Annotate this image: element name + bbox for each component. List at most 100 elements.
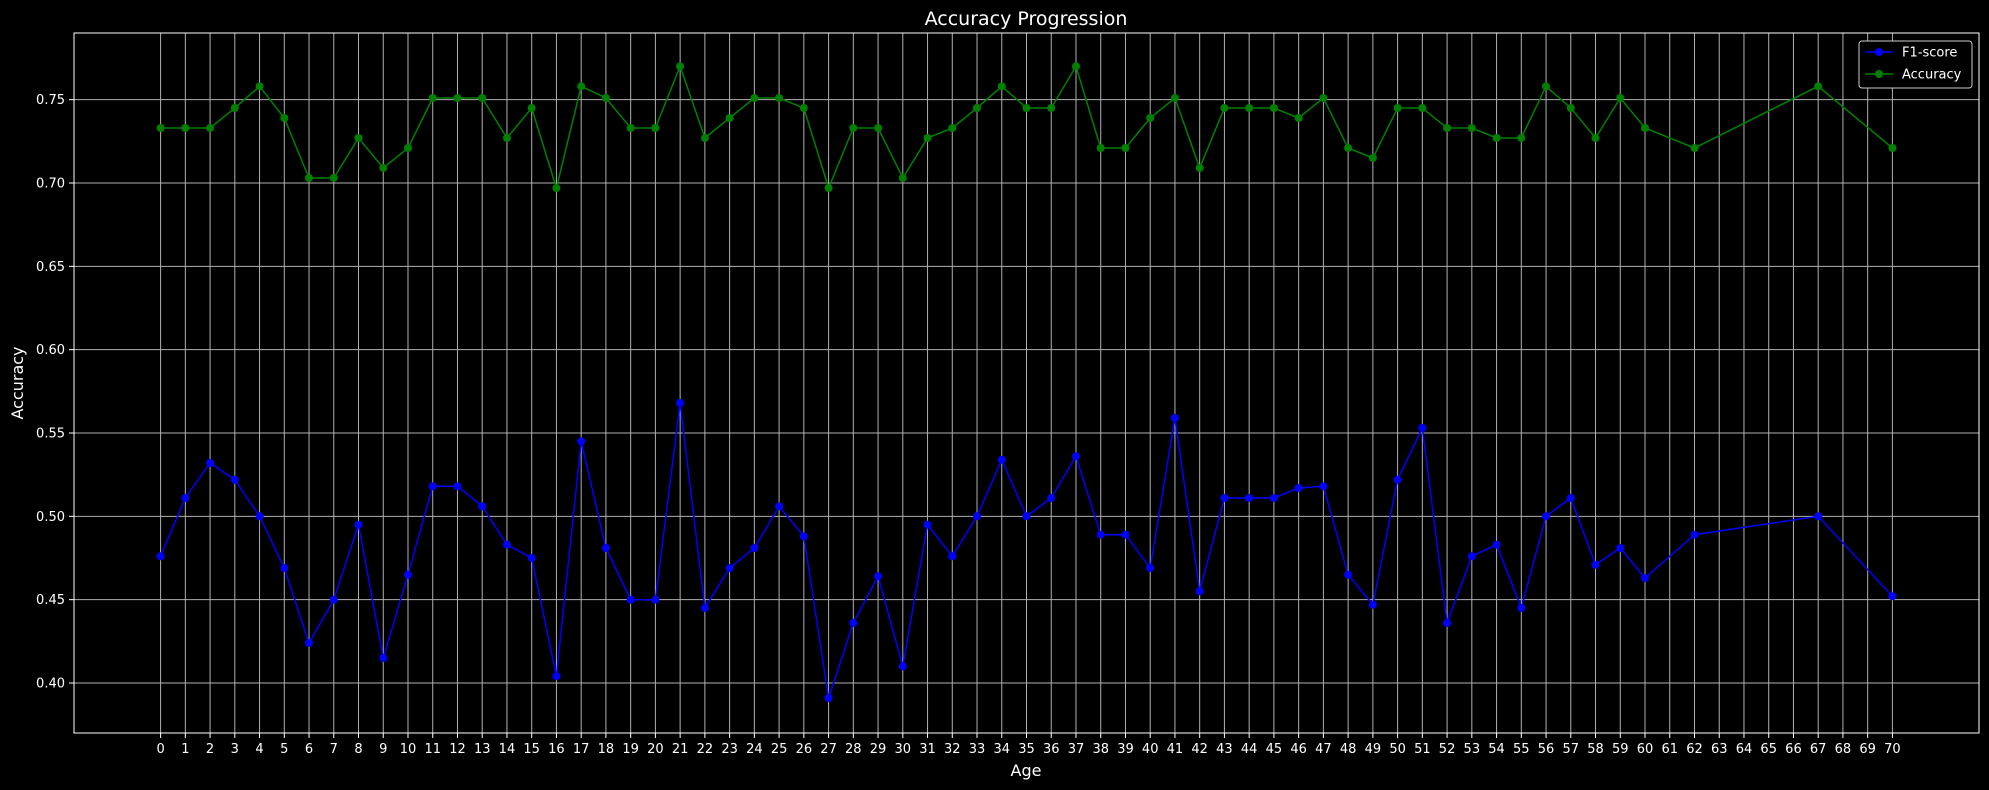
y-tick-label: 0.75 bbox=[36, 93, 65, 108]
data-point-f1-score bbox=[997, 455, 1006, 464]
data-point-f1-score bbox=[973, 512, 981, 521]
data-point-accuracy bbox=[700, 134, 709, 142]
y-tick-label: 0.65 bbox=[36, 260, 65, 275]
data-point-accuracy bbox=[799, 104, 808, 112]
x-tick-label: 62 bbox=[1686, 742, 1703, 757]
x-tick-label: 31 bbox=[919, 742, 936, 757]
data-point-f1-score bbox=[428, 482, 437, 491]
x-tick-label: 42 bbox=[1191, 742, 1208, 757]
x-tick-label: 39 bbox=[1117, 742, 1134, 757]
x-tick-label: 18 bbox=[598, 742, 615, 757]
data-point-f1-score bbox=[948, 552, 957, 561]
legend-label-accuracy: Accuracy bbox=[1902, 68, 1962, 83]
data-point-f1-score bbox=[750, 544, 759, 552]
data-point-accuracy bbox=[1492, 134, 1501, 142]
data-point-accuracy bbox=[527, 104, 536, 112]
x-tick-label: 59 bbox=[1612, 742, 1629, 757]
x-tick-label: 67 bbox=[1810, 742, 1827, 757]
data-point-f1-score bbox=[404, 570, 412, 579]
data-point-f1-score bbox=[1690, 530, 1699, 539]
data-point-f1-score bbox=[552, 672, 561, 681]
data-point-f1-score bbox=[379, 654, 388, 662]
data-point-accuracy bbox=[280, 114, 289, 122]
data-point-accuracy bbox=[1814, 82, 1823, 91]
data-point-accuracy bbox=[305, 174, 313, 182]
data-point-f1-score bbox=[1245, 494, 1254, 502]
x-tick-label: 2 bbox=[206, 742, 214, 757]
data-point-accuracy bbox=[898, 174, 907, 182]
data-point-accuracy bbox=[1467, 124, 1476, 132]
data-point-accuracy bbox=[255, 82, 264, 91]
x-tick-label: 32 bbox=[944, 742, 961, 757]
x-tick-label: 54 bbox=[1488, 742, 1505, 757]
x-tick-label: 23 bbox=[721, 742, 738, 757]
x-tick-label: 45 bbox=[1266, 742, 1283, 757]
legend-label-f1-score: F1-score bbox=[1902, 46, 1957, 61]
x-tick-label: 21 bbox=[672, 742, 689, 757]
x-tick-label: 44 bbox=[1241, 742, 1258, 757]
data-point-accuracy bbox=[601, 94, 610, 102]
data-point-f1-score bbox=[1443, 619, 1452, 627]
data-point-accuracy bbox=[1393, 104, 1402, 112]
data-point-f1-score bbox=[799, 532, 808, 541]
data-point-f1-score bbox=[1368, 600, 1377, 609]
data-point-f1-score bbox=[1393, 475, 1402, 484]
data-point-accuracy bbox=[775, 94, 784, 102]
data-point-f1-score bbox=[453, 482, 462, 491]
data-point-f1-score bbox=[1517, 604, 1526, 612]
data-point-accuracy bbox=[1022, 104, 1031, 112]
data-point-accuracy bbox=[354, 134, 363, 142]
data-point-f1-score bbox=[1467, 552, 1476, 561]
x-tick-label: 29 bbox=[870, 742, 887, 757]
data-point-accuracy bbox=[1072, 62, 1080, 71]
x-tick-label: 48 bbox=[1340, 742, 1357, 757]
data-point-f1-score bbox=[651, 595, 660, 604]
data-point-f1-score bbox=[1888, 592, 1897, 601]
data-point-accuracy bbox=[874, 124, 883, 132]
x-tick-label: 13 bbox=[474, 742, 491, 757]
x-tick-label: 19 bbox=[622, 742, 639, 757]
x-tick-label: 41 bbox=[1167, 742, 1184, 757]
y-tick-label: 0.40 bbox=[36, 677, 65, 692]
data-point-accuracy bbox=[1319, 94, 1328, 102]
x-tick-label: 36 bbox=[1043, 742, 1060, 757]
x-tick-label: 10 bbox=[400, 742, 417, 757]
data-point-accuracy bbox=[1517, 134, 1526, 142]
data-point-accuracy bbox=[1888, 144, 1897, 152]
data-point-f1-score bbox=[1319, 482, 1328, 491]
x-tick-label: 28 bbox=[845, 742, 862, 757]
data-point-accuracy bbox=[1641, 124, 1649, 132]
legend-marker-f1-score bbox=[1875, 48, 1883, 56]
data-point-f1-score bbox=[1344, 570, 1353, 579]
x-tick-label: 24 bbox=[746, 742, 763, 757]
data-point-accuracy bbox=[1591, 134, 1600, 142]
x-tick-label: 52 bbox=[1439, 742, 1456, 757]
data-point-accuracy bbox=[1344, 144, 1353, 152]
x-tick-label: 11 bbox=[424, 742, 441, 757]
data-point-accuracy bbox=[1121, 144, 1130, 152]
data-point-f1-score bbox=[1542, 512, 1550, 521]
data-point-f1-score bbox=[1566, 494, 1575, 502]
data-point-accuracy bbox=[1616, 94, 1625, 102]
legend-marker-accuracy bbox=[1875, 70, 1883, 78]
data-point-f1-score bbox=[478, 502, 487, 511]
data-point-f1-score bbox=[181, 494, 190, 502]
data-point-f1-score bbox=[305, 639, 313, 647]
data-point-f1-score bbox=[874, 572, 883, 581]
data-point-accuracy bbox=[1195, 164, 1204, 172]
x-tick-label: 63 bbox=[1711, 742, 1728, 757]
data-point-accuracy bbox=[750, 94, 759, 102]
x-tick-label: 7 bbox=[330, 742, 338, 757]
data-point-f1-score bbox=[676, 399, 685, 407]
x-tick-label: 55 bbox=[1513, 742, 1530, 757]
x-tick-label: 8 bbox=[354, 742, 362, 757]
data-point-accuracy bbox=[1220, 104, 1229, 112]
legend-item-accuracy: Accuracy bbox=[1865, 68, 1962, 83]
data-point-accuracy bbox=[206, 124, 215, 132]
data-point-f1-score bbox=[1814, 512, 1823, 521]
data-point-f1-score bbox=[1096, 530, 1105, 539]
x-tick-label: 12 bbox=[449, 742, 466, 757]
x-axis-label: Age bbox=[1011, 761, 1042, 780]
